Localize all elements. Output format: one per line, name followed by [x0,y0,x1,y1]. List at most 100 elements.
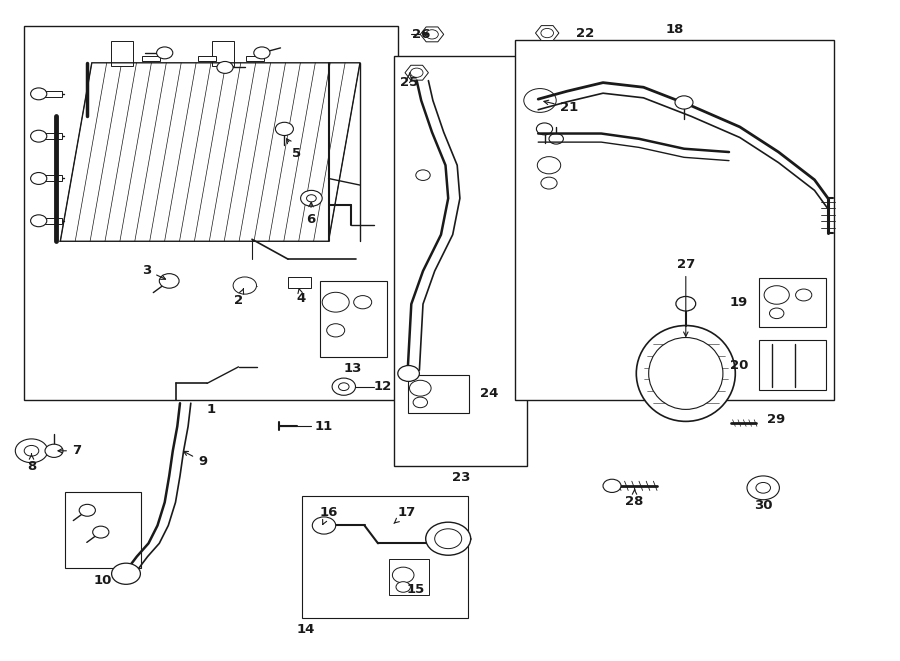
Bar [246,56,264,61]
Text: 26: 26 [412,28,430,41]
Circle shape [79,504,95,516]
Text: 28: 28 [626,489,644,508]
Bar [198,56,216,61]
Bar [302,496,468,618]
Bar [111,41,133,66]
Circle shape [322,292,349,312]
Ellipse shape [636,325,735,422]
Text: 24: 24 [480,387,498,401]
Circle shape [31,215,47,227]
Text: 5: 5 [287,139,302,160]
Text: 30: 30 [754,499,772,512]
Text: 16: 16 [320,506,338,525]
Bar [42,175,62,181]
Circle shape [354,295,372,309]
Ellipse shape [649,338,723,409]
Circle shape [410,68,423,77]
Text: 11: 11 [315,420,333,433]
Text: 18: 18 [666,23,684,36]
Polygon shape [420,27,444,42]
Circle shape [307,195,316,202]
Circle shape [157,47,173,59]
Text: 3: 3 [142,264,166,280]
Circle shape [254,47,270,59]
Circle shape [426,522,471,555]
Text: 8: 8 [27,454,36,473]
Text: 29: 29 [767,413,785,426]
Circle shape [332,378,356,395]
Text: 1: 1 [207,403,216,416]
Bar [759,278,826,327]
Text: 23: 23 [452,471,470,485]
Circle shape [93,526,109,538]
Circle shape [549,134,563,144]
Circle shape [327,324,345,337]
Circle shape [756,483,770,493]
Polygon shape [527,93,553,108]
Circle shape [112,563,140,584]
Circle shape [15,439,48,463]
Circle shape [764,286,789,304]
Circle shape [233,277,256,294]
Circle shape [533,95,547,106]
Circle shape [217,61,233,73]
Circle shape [675,96,693,109]
Circle shape [536,123,553,135]
Text: 21: 21 [544,100,578,114]
Bar [42,91,62,97]
Circle shape [426,30,438,39]
Polygon shape [536,26,559,40]
Circle shape [45,444,63,457]
Text: 20: 20 [730,359,748,371]
Text: 14: 14 [297,623,315,637]
Text: 17: 17 [394,506,416,524]
Bar [42,217,62,223]
Circle shape [796,289,812,301]
Circle shape [275,122,293,136]
Circle shape [416,170,430,180]
Text: 10: 10 [94,574,112,587]
Text: 15: 15 [407,583,425,596]
Bar [515,40,834,400]
Bar [24,26,398,400]
Circle shape [159,274,179,288]
Text: 6: 6 [306,202,315,226]
Text: 27: 27 [677,258,695,336]
Text: 4: 4 [297,289,306,305]
Bar [320,281,387,357]
Text: 2: 2 [234,289,244,307]
Circle shape [676,296,696,311]
Bar [759,340,826,390]
Circle shape [410,380,431,396]
Circle shape [312,517,336,534]
Circle shape [413,397,428,408]
Circle shape [537,157,561,174]
Circle shape [301,190,322,206]
Polygon shape [60,63,360,241]
Circle shape [396,582,410,592]
Circle shape [524,89,556,112]
Circle shape [541,177,557,189]
Circle shape [770,308,784,319]
Circle shape [31,173,47,184]
Bar [142,56,160,61]
Text: 9: 9 [184,451,207,468]
Text: 13: 13 [344,362,363,375]
Circle shape [541,28,554,38]
Bar [288,277,310,288]
Text: 22: 22 [576,26,594,40]
Circle shape [31,130,47,142]
Text: 12: 12 [374,380,392,393]
Text: 19: 19 [730,296,748,309]
Bar [408,375,469,413]
Circle shape [31,88,47,100]
Circle shape [603,479,621,492]
Bar [212,41,234,66]
Bar [42,134,62,139]
Text: 25: 25 [400,73,418,89]
Circle shape [747,476,779,500]
Text: 7: 7 [58,444,81,457]
Circle shape [24,446,39,456]
Bar [389,559,429,595]
Circle shape [392,567,414,583]
